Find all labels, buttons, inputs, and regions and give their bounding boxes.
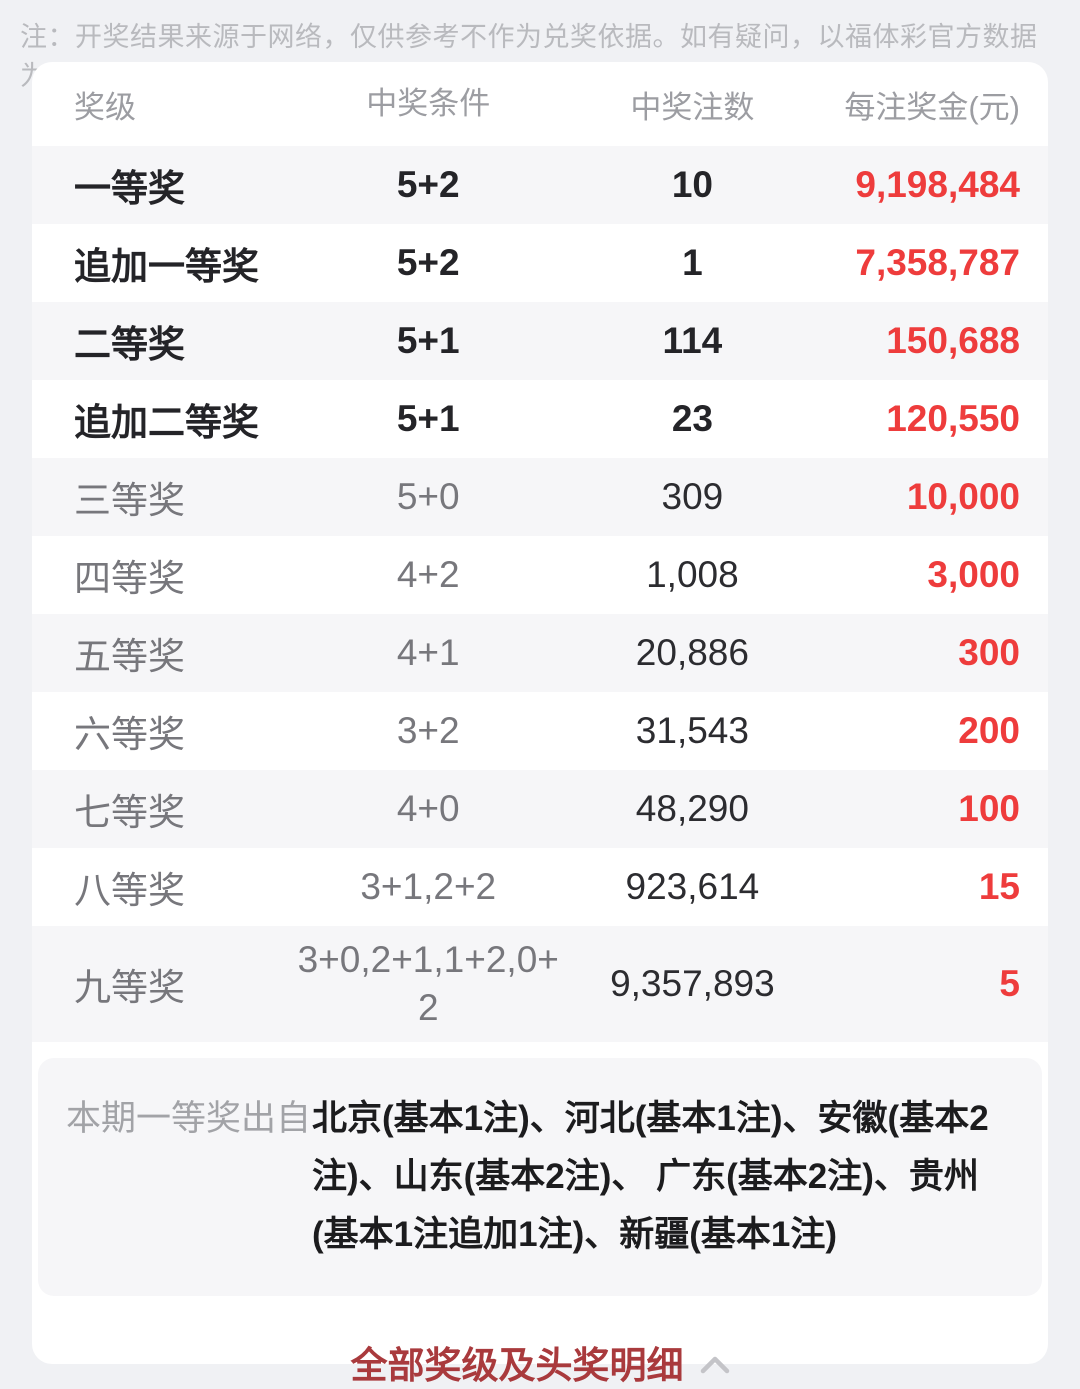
win-condition-cell: 5+1 [396, 320, 460, 361]
header-prize-level: 奖级 [74, 89, 136, 125]
first-prize-origin-box: 本期一等奖出自 北京(基本1注)、河北(基本1注)、安徽(基本2注)、山东(基本… [38, 1058, 1042, 1296]
prize-level-cell: 二等奖 [74, 324, 185, 365]
table-body: 一等奖 5+2 10 9,198,484 追加一等奖 5+2 1 7,358,7… [32, 146, 1048, 1042]
win-condition-cell: 3+2 [396, 710, 460, 751]
win-count-cell: 48,290 [635, 788, 749, 829]
prize-level-cell: 八等奖 [74, 870, 185, 911]
win-condition-cell: 5+0 [396, 476, 460, 517]
first-prize-origin-value: 北京(基本1注)、河北(基本1注)、安徽(基本2注)、山东(基本2注)、 广东(… [312, 1099, 989, 1254]
prize-table-card: 奖级 中奖条件 中奖注数 每注奖金(元) 一等奖 5+2 10 9,198,48… [32, 62, 1048, 1386]
prize-level-cell: 四等奖 [74, 558, 185, 599]
table-row: 七等奖 4+0 48,290 100 [32, 770, 1048, 848]
chevron-up-icon [700, 1355, 730, 1374]
win-condition-cell: 5+2 [396, 164, 460, 205]
win-count-cell: 10 [671, 164, 713, 205]
table-row: 一等奖 5+2 10 9,198,484 [32, 146, 1048, 224]
prize-level-cell: 追加一等奖 [74, 246, 259, 287]
prize-level-cell: 七等奖 [74, 792, 185, 833]
win-condition-cell: 5+1 [396, 398, 460, 439]
win-count-cell: 20,886 [635, 632, 749, 673]
prize-amount-cell: 10,000 [906, 476, 1020, 517]
win-count-cell: 9,357,893 [610, 963, 775, 1004]
header-prize-amount: 每注奖金(元) [844, 89, 1020, 125]
table-row: 追加二等奖 5+1 23 120,550 [32, 380, 1048, 458]
all-prize-details-link[interactable]: 全部奖级及头奖明细 [32, 1335, 1048, 1389]
prize-level-cell: 五等奖 [74, 636, 185, 677]
prize-amount-cell: 150,688 [886, 320, 1020, 361]
prize-amount-cell: 200 [958, 710, 1020, 751]
header-win-count: 中奖注数 [630, 89, 755, 125]
prize-level-cell: 追加二等奖 [74, 402, 259, 443]
table-header-row: 奖级 中奖条件 中奖注数 每注奖金(元) [32, 62, 1048, 146]
prize-amount-cell: 100 [958, 788, 1020, 829]
prize-amount-cell: 120,550 [886, 398, 1020, 439]
table-row: 二等奖 5+1 114 150,688 [32, 302, 1048, 380]
table-row: 五等奖 4+1 20,886 300 [32, 614, 1048, 692]
table-row: 六等奖 3+2 31,543 200 [32, 692, 1048, 770]
prize-level-cell: 六等奖 [74, 714, 185, 755]
prize-level-cell: 三等奖 [74, 480, 185, 521]
table-row: 九等奖 3+0,2+1,1+2,0+ 2 9,357,893 5 [32, 926, 1048, 1042]
prize-amount-cell: 3,000 [927, 554, 1020, 595]
win-condition-cell: 4+0 [396, 788, 460, 829]
prize-amount-cell: 300 [958, 632, 1020, 673]
win-count-cell: 309 [661, 476, 724, 517]
table-row: 三等奖 5+0 309 10,000 [32, 458, 1048, 536]
win-condition-cell: 3+1,2+2 [360, 866, 497, 907]
prize-level-cell: 一等奖 [74, 168, 185, 209]
table-row: 追加一等奖 5+2 1 7,358,787 [32, 224, 1048, 302]
first-prize-origin-label: 本期一等奖出自 [66, 1099, 312, 1138]
prize-amount-cell: 5 [999, 963, 1020, 1004]
win-condition-cell: 3+0,2+1,1+2,0+ 2 [297, 939, 559, 1028]
win-condition-cell: 5+2 [396, 242, 460, 283]
prize-amount-cell: 7,358,787 [855, 242, 1020, 283]
prize-level-cell: 九等奖 [74, 967, 185, 1008]
win-count-cell: 31,543 [635, 710, 749, 751]
win-condition-cell: 4+1 [396, 632, 460, 673]
win-count-cell: 923,614 [625, 866, 760, 907]
table-row: 八等奖 3+1,2+2 923,614 15 [32, 848, 1048, 926]
prize-amount-cell: 9,198,484 [855, 164, 1020, 205]
all-prize-details-label: 全部奖级及头奖明细 [350, 1345, 684, 1386]
win-count-cell: 1,008 [646, 554, 739, 595]
win-count-cell: 1 [682, 242, 703, 283]
header-win-condition: 中奖条件 [366, 86, 491, 121]
win-condition-cell: 4+2 [396, 554, 460, 595]
win-count-cell: 23 [671, 398, 713, 439]
table-row: 四等奖 4+2 1,008 3,000 [32, 536, 1048, 614]
win-count-cell: 114 [662, 320, 723, 361]
prize-amount-cell: 15 [978, 866, 1020, 907]
